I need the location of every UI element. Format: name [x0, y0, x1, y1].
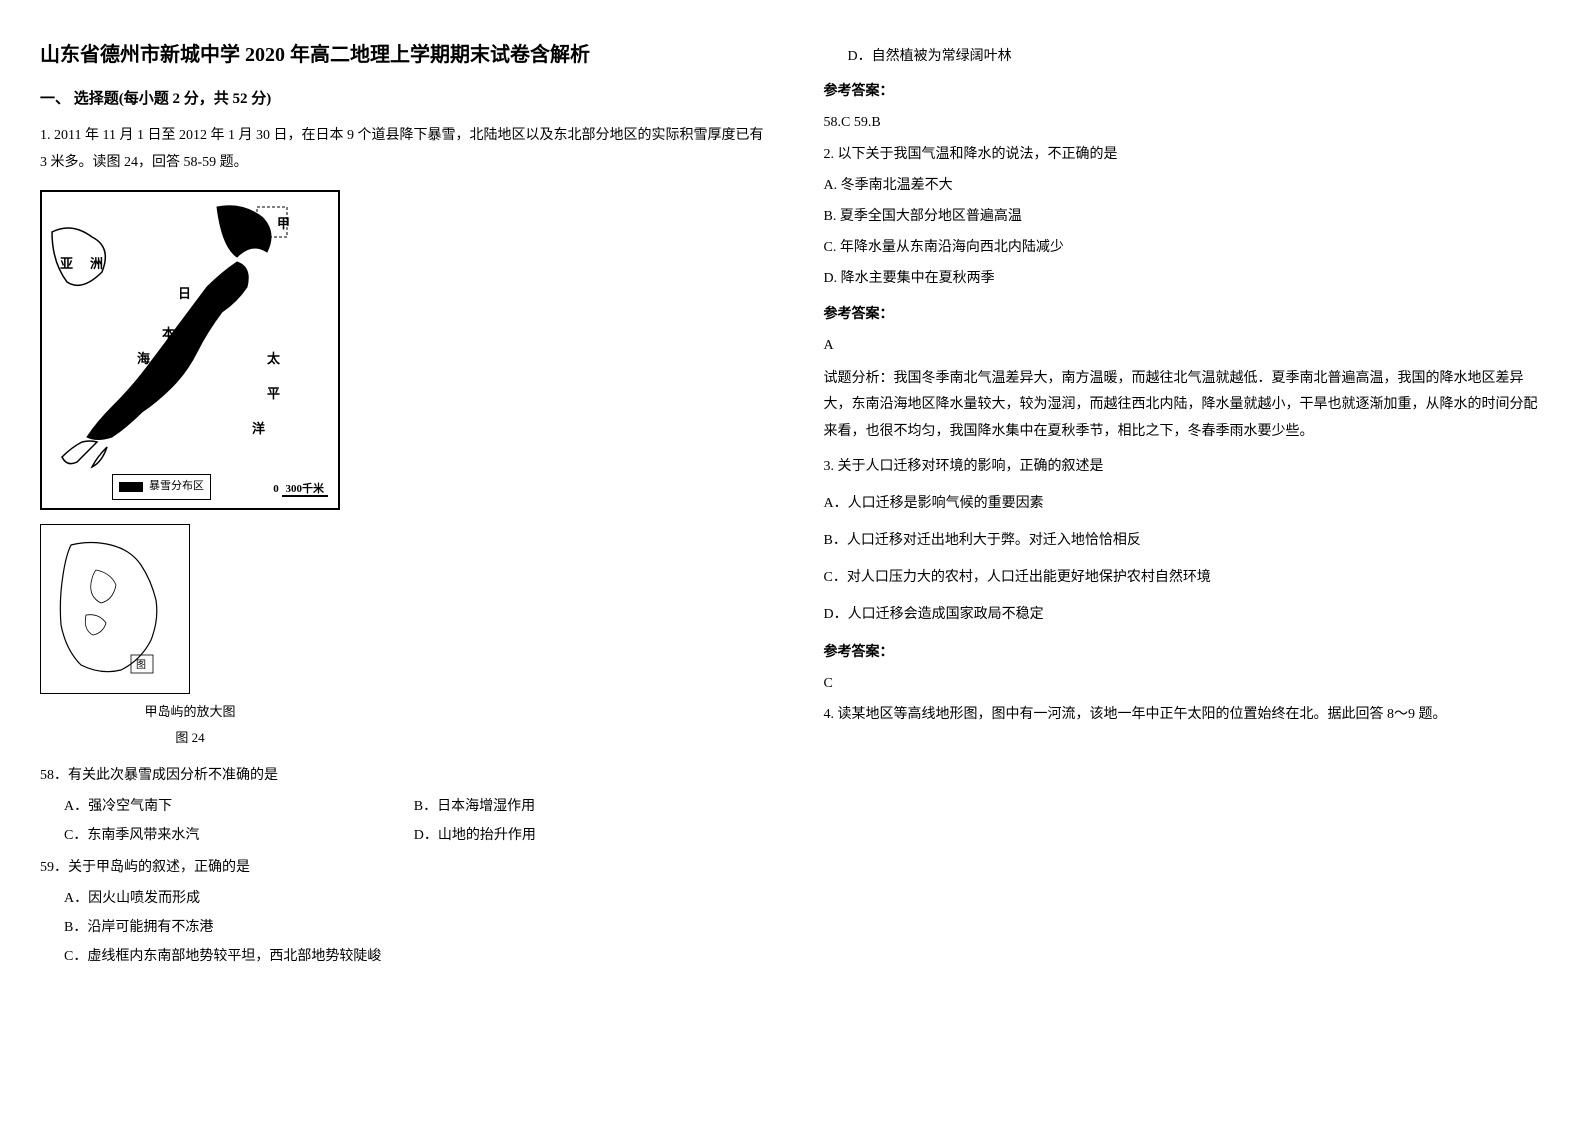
legend-text: 暴雪分布区: [149, 477, 204, 497]
scale-zero: 0: [273, 483, 279, 495]
japan-map: 亚 洲 日 本 海 太 平 洋 甲: [40, 190, 340, 510]
legend-swatch: [119, 482, 143, 492]
q58-optA: A．强冷空气南下: [64, 794, 414, 819]
q3-answer-header: 参考答案：: [824, 640, 1548, 665]
scale-text: 300千米: [282, 483, 329, 497]
q1-answer-header: 参考答案：: [824, 79, 1548, 104]
detail-caption: 甲岛屿的放大图: [40, 700, 340, 723]
q58-stem: 58．有关此次暴雪成因分析不准确的是: [40, 763, 764, 788]
map-container: 亚 洲 日 本 海 太 平 洋 甲: [40, 190, 764, 749]
q59-optD: D．自然植被为常绿阔叶林: [848, 44, 1548, 69]
detail-map: 图: [40, 524, 190, 694]
q2-optB: B. 夏季全国大部分地区普遍高温: [824, 204, 1548, 229]
q3-answer: C: [824, 671, 1548, 696]
q58-optC: C．东南季风带来水汽: [64, 823, 414, 848]
q1-intro: 1. 2011 年 11 月 1 日至 2012 年 1 月 30 日，在日本 …: [40, 123, 764, 176]
q3-optD: D．人口迁移会造成国家政局不稳定: [824, 602, 1548, 627]
q2-answer: A: [824, 333, 1548, 358]
q2-analysis: 试题分析：我国冬季南北气温差异大，南方温暖，而越往北气温就越低．夏季南北普遍高温…: [824, 366, 1548, 446]
svg-text:图: 图: [136, 659, 146, 671]
q59-optB: B．沿岸可能拥有不冻港: [64, 915, 764, 940]
detail-svg: 图: [41, 525, 191, 695]
q58-optB: B．日本海增湿作用: [414, 794, 764, 819]
figure-label: 图 24: [40, 726, 340, 749]
map-legend: 暴雪分布区: [112, 474, 211, 500]
q58-optD: D．山地的抬升作用: [414, 823, 764, 848]
q3-optA: A．人口迁移是影响气候的重要因素: [824, 491, 1548, 516]
q3-optC: C．对人口压力大的农村，人口迁出能更好地保护农村自然环境: [824, 565, 1548, 590]
q2-optC: C. 年降水量从东南沿海向西北内陆减少: [824, 235, 1548, 260]
q4-stem: 4. 读某地区等高线地形图，图中有一河流，该地一年中正午太阳的位置始终在北。据此…: [824, 702, 1548, 727]
q3-optB: B．人口迁移对迁出地利大于弊。对迁入地恰恰相反: [824, 528, 1548, 553]
q2-optA: A. 冬季南北温差不大: [824, 173, 1548, 198]
q59-optC: C．虚线框内东南部地势较平坦，西北部地势较陡峻: [64, 944, 764, 969]
exam-title: 山东省德州市新城中学 2020 年高二地理上学期期末试卷含解析: [40, 40, 764, 70]
q2-stem: 2. 以下关于我国气温和降水的说法，不正确的是: [824, 142, 1548, 167]
scale-bar: 0 300千米: [273, 480, 328, 500]
q2-optD: D. 降水主要集中在夏秋两季: [824, 266, 1548, 291]
q59-stem: 59．关于甲岛屿的叙述，正确的是: [40, 855, 764, 880]
map-svg: [42, 192, 342, 512]
q59-optA: A．因火山喷发而形成: [64, 886, 764, 911]
q3-stem: 3. 关于人口迁移对环境的影响，正确的叙述是: [824, 454, 1548, 479]
section-header: 一、 选择题(每小题 2 分，共 52 分): [40, 86, 764, 113]
q2-answer-header: 参考答案：: [824, 302, 1548, 327]
q1-answer: 58.C 59.B: [824, 110, 1548, 135]
